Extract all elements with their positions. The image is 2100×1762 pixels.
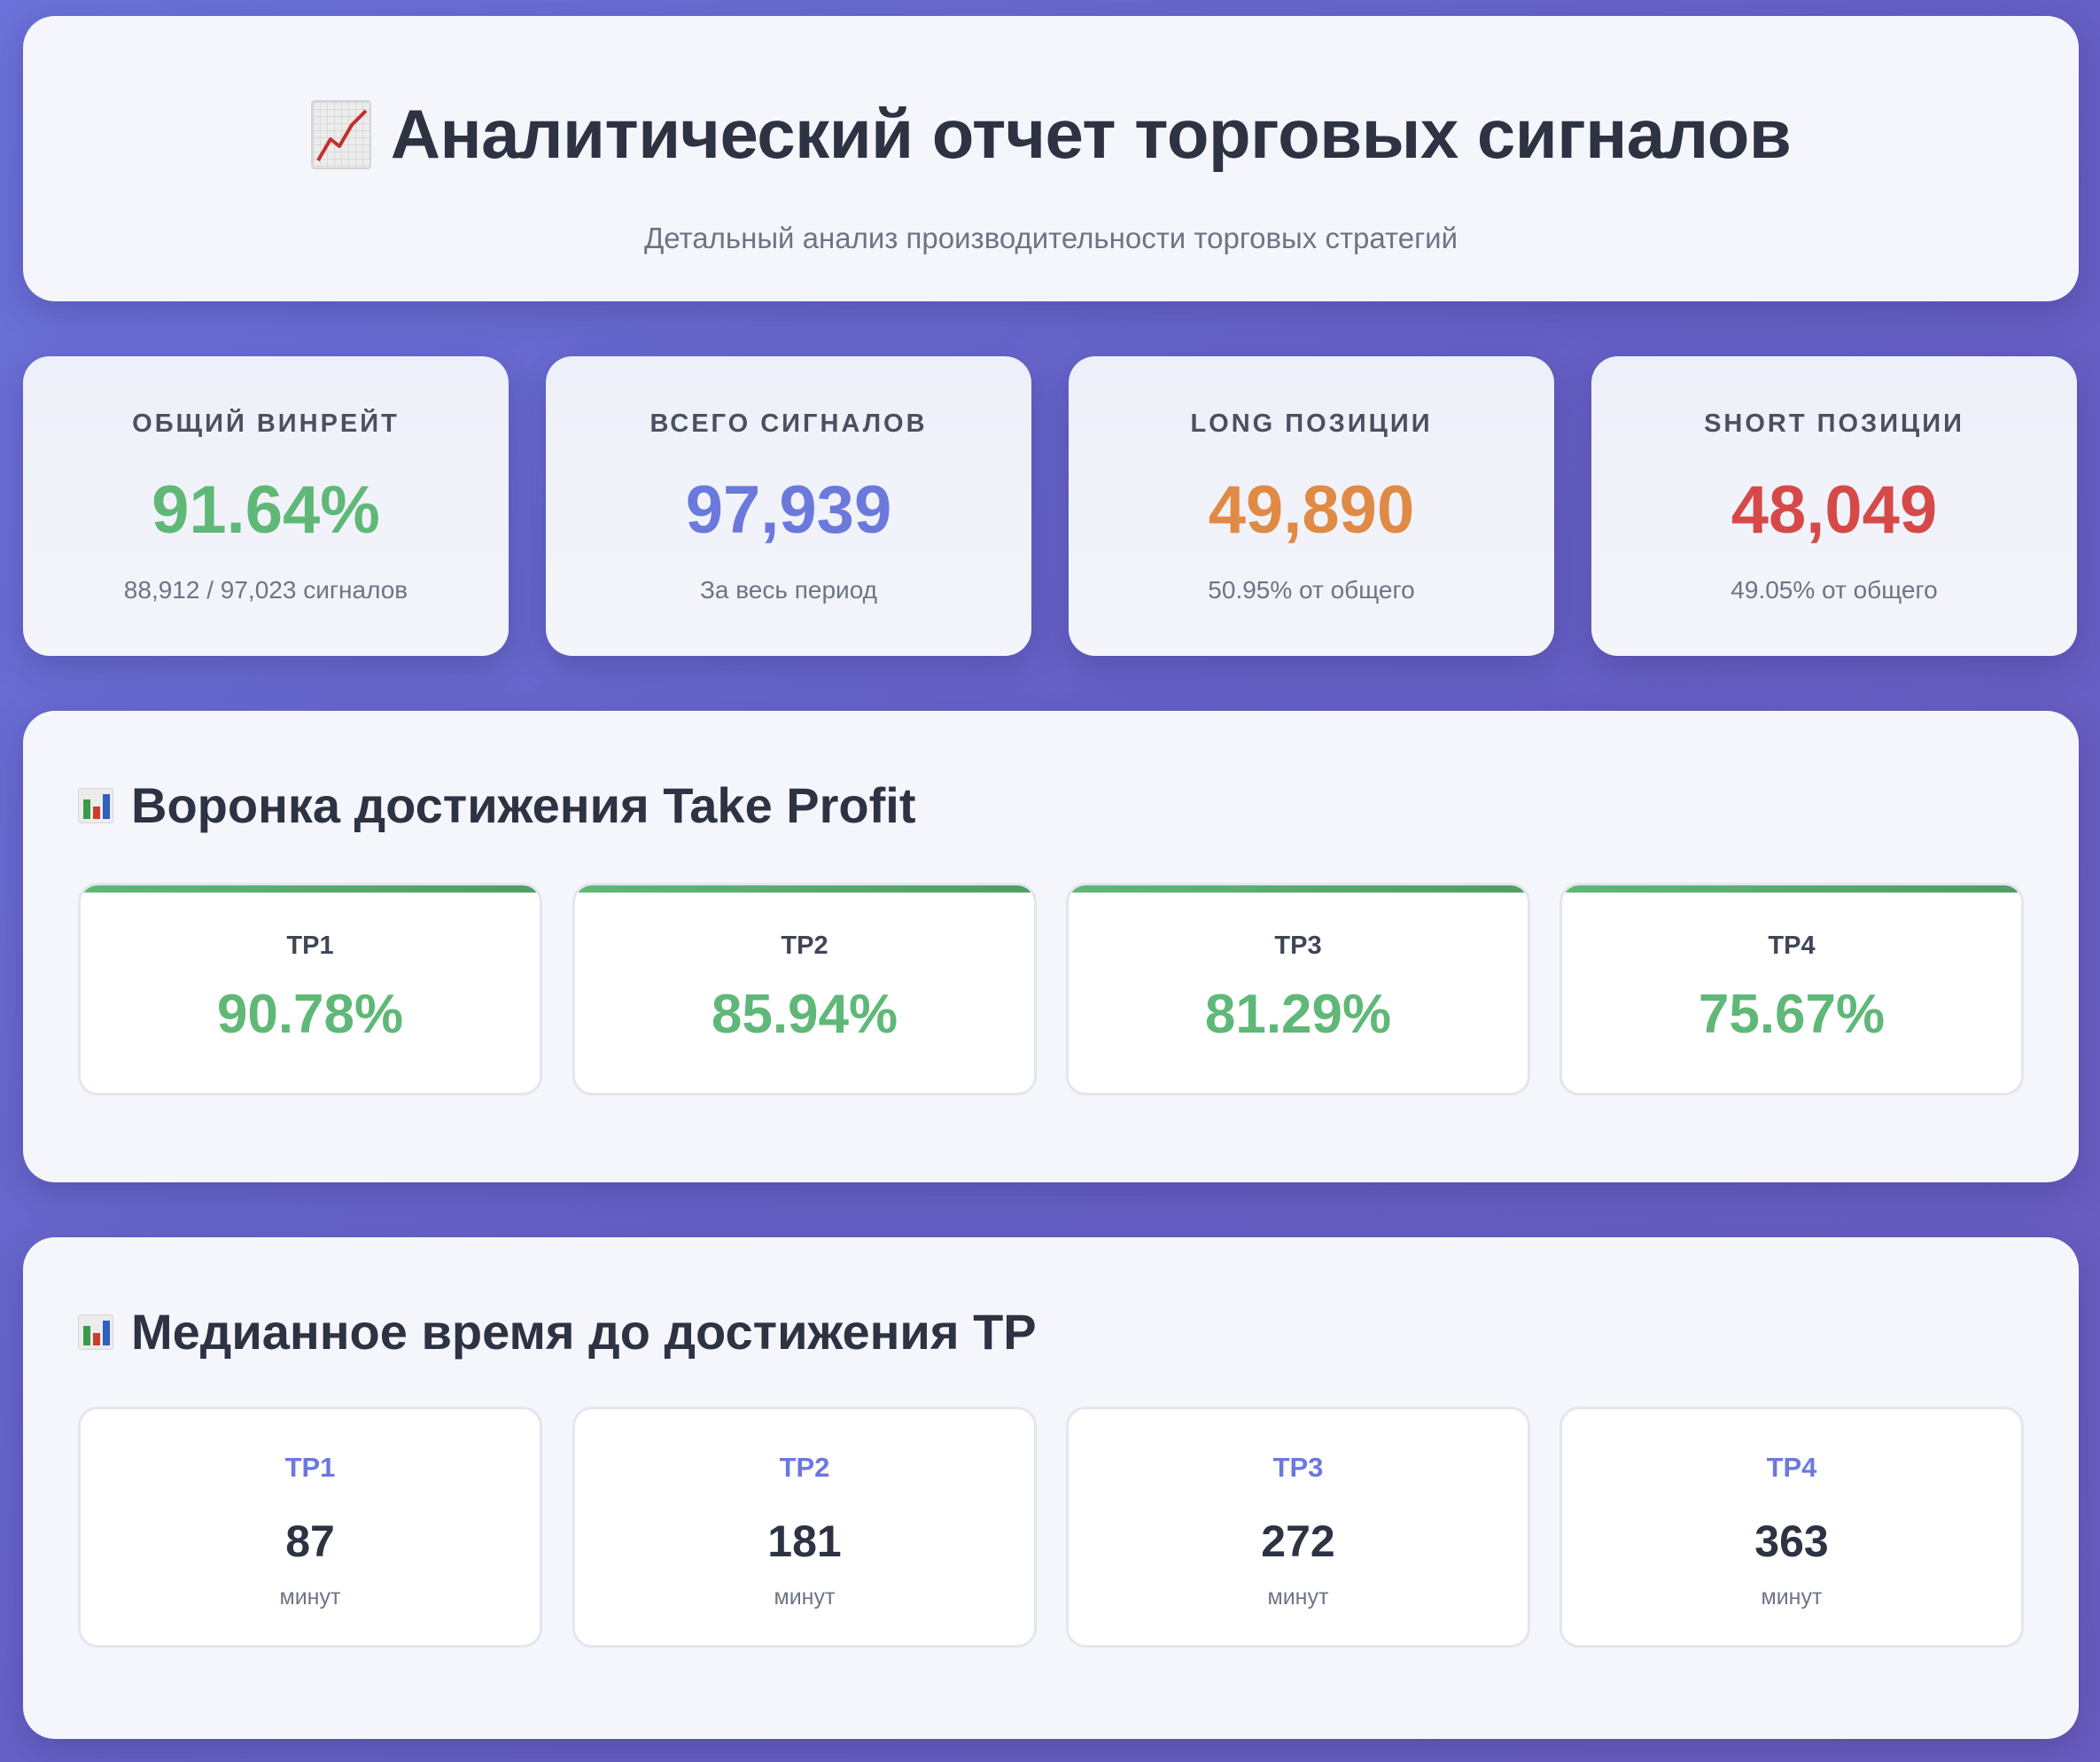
stat-sub: 49.05% от общего xyxy=(1731,576,1938,604)
stat-value: 48,049 xyxy=(1731,472,1938,548)
funnel-card-tp1: TP1 90.78% xyxy=(78,883,542,1095)
header-title-row: Аналитический отчет торговых сигналов xyxy=(23,94,2079,175)
funnel-card-tp4: TP4 75.67% xyxy=(1559,883,2024,1095)
tp-label: TP1 xyxy=(284,1452,336,1483)
stat-label: Long позиции xyxy=(1190,409,1433,438)
section-title-row: Воронка достижения Take Profit xyxy=(78,776,915,834)
median-time-section: Медианное время до достижения TP TP1 87 … xyxy=(23,1237,2079,1739)
section-title-row: Медианное время до достижения TP xyxy=(78,1303,1037,1360)
median-minutes: 272 xyxy=(1261,1516,1335,1566)
tp-rate: 90.78% xyxy=(216,984,404,1045)
stat-sub: За весь период xyxy=(699,576,877,604)
chart-increasing-icon xyxy=(310,99,371,169)
tp-label: TP4 xyxy=(1768,932,1816,960)
time-unit: минут xyxy=(1267,1585,1329,1610)
report-header: Аналитический отчет торговых сигналов Де… xyxy=(23,16,2079,301)
tp-label: TP2 xyxy=(779,1452,830,1483)
bar-chart-icon xyxy=(78,787,113,823)
stat-sub: 88,912 / 97,023 сигналов xyxy=(123,576,408,604)
median-minutes: 181 xyxy=(767,1516,842,1566)
time-unit: минут xyxy=(279,1585,341,1610)
stat-card-winrate: Общий винрейт 91.64% 88,912 / 97,023 сиг… xyxy=(23,356,509,656)
tp-rate: 81.29% xyxy=(1204,984,1392,1045)
bar-chart-icon xyxy=(78,1314,113,1350)
tp-label: TP3 xyxy=(1272,1452,1324,1483)
stat-card-long-positions: Long позиции 49,890 50.95% от общего xyxy=(1069,356,1554,656)
stat-value: 49,890 xyxy=(1208,472,1415,548)
median-minutes: 363 xyxy=(1754,1516,1829,1566)
funnel-card-tp3: TP3 81.29% xyxy=(1066,883,1530,1095)
stat-label: Общий винрейт xyxy=(132,409,400,438)
tp-rate: 75.67% xyxy=(1698,984,1886,1045)
time-card-tp4: TP4 363 минут xyxy=(1559,1407,2024,1648)
time-card-tp1: TP1 87 минут xyxy=(78,1407,542,1648)
stat-card-total-signals: Всего сигналов 97,939 За весь период xyxy=(546,356,1031,656)
time-unit: минут xyxy=(774,1585,836,1610)
tp-rate: 85.94% xyxy=(711,984,898,1045)
tp-label: TP4 xyxy=(1766,1452,1817,1483)
time-card-tp2: TP2 181 минут xyxy=(572,1407,1037,1648)
stat-label: Short позиции xyxy=(1704,409,1964,438)
stat-sub: 50.95% от общего xyxy=(1208,576,1415,604)
tp-label: TP2 xyxy=(781,932,828,960)
section-title: Воронка достижения Take Profit xyxy=(131,777,916,833)
time-card-tp3: TP3 272 минут xyxy=(1066,1407,1530,1648)
stat-label: Всего сигналов xyxy=(649,409,928,438)
page-title: Аналитический отчет торговых сигналов xyxy=(390,95,1792,173)
time-unit: минут xyxy=(1761,1585,1823,1610)
stat-card-short-positions: Short позиции 48,049 49.05% от общего xyxy=(1591,356,2077,656)
tp-label: TP1 xyxy=(286,932,334,960)
stat-value: 91.64% xyxy=(152,472,380,548)
stat-value: 97,939 xyxy=(685,472,892,548)
page-subtitle: Детальный анализ производительности торг… xyxy=(643,222,1458,254)
tp-funnel-section: Воронка достижения Take Profit TP1 90.78… xyxy=(23,711,2079,1182)
median-minutes: 87 xyxy=(285,1516,335,1566)
tp-label: TP3 xyxy=(1274,932,1322,960)
funnel-card-tp2: TP2 85.94% xyxy=(572,883,1037,1095)
section-title: Медианное время до достижения TP xyxy=(131,1304,1037,1360)
